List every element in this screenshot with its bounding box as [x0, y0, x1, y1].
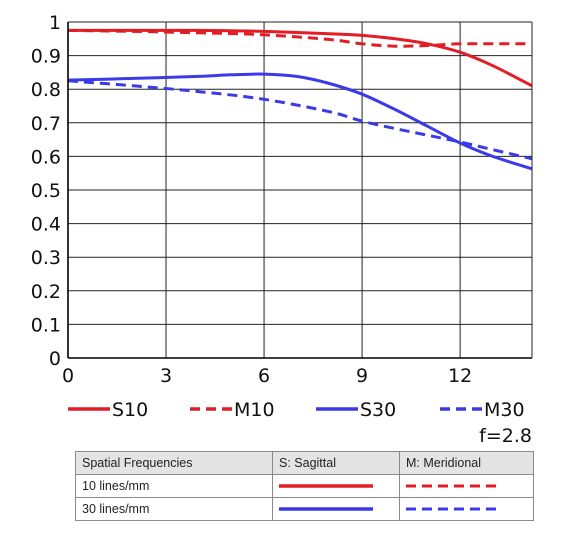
y-tick-label: 0.5 — [31, 180, 61, 202]
legend-label-s10: S10 — [112, 399, 148, 421]
row-10-sagittal-sample — [272, 474, 400, 498]
y-tick-label: 1 — [49, 12, 61, 34]
mtf-chart: 0 0.1 0.2 0.3 0.4 0.5 0.6 0.7 0.8 0.9 1 0 3 6 9 12 S10 M… — [31, 12, 533, 447]
series-line-s10 — [68, 28, 533, 88]
series-line-s30 — [67, 72, 533, 171]
x-tick-label: 0 — [62, 365, 74, 387]
row-10-meridional-sample — [399, 474, 534, 498]
row-30-sagittal-sample — [272, 497, 400, 521]
y-tick-label: 0.2 — [31, 281, 61, 303]
table-row: 10 lines/mm — [75, 474, 534, 498]
y-tick-label: 0.6 — [31, 146, 61, 168]
chart-axes: 0 0.1 0.2 0.3 0.4 0.5 0.6 0.7 0.8 0.9 1 0 3 6 9 12 — [31, 12, 533, 387]
legend-label-m10: M10 — [234, 399, 275, 421]
x-tick-label: 3 — [160, 365, 172, 387]
y-tick-label: 0.7 — [31, 113, 61, 135]
y-tick-label: 0.3 — [31, 247, 61, 269]
chart-legend: S10 M10 S30 M30 — [68, 399, 525, 421]
y-tick-label: 0.8 — [31, 79, 61, 101]
chart-grid — [68, 21, 532, 358]
legend-label-m30: M30 — [484, 399, 525, 421]
y-tick-label: 0 — [49, 348, 61, 370]
x-tick-label: 12 — [448, 365, 472, 387]
series-line-m10 — [67, 28, 532, 48]
row-label-30: 30 lines/mm — [75, 497, 273, 521]
header-meridional: M: Meridional — [399, 451, 534, 475]
aperture-label: f=2.8 — [479, 425, 532, 447]
y-tick-label: 0.9 — [31, 46, 61, 68]
table-row: 30 lines/mm — [75, 497, 534, 521]
row-30-meridional-sample — [399, 497, 534, 521]
row-label-10: 10 lines/mm — [75, 474, 273, 498]
legend-label-s30: S30 — [360, 399, 396, 421]
series-line-m30 — [67, 79, 533, 161]
table-header-row: Spatial Frequencies S: Sagittal M: Merid… — [75, 451, 534, 475]
y-tick-label: 0.1 — [31, 314, 61, 336]
header-spatial-frequencies: Spatial Frequencies — [75, 451, 273, 475]
x-tick-label: 6 — [258, 365, 270, 387]
x-tick-label: 9 — [356, 365, 368, 387]
frequency-legend-table: Spatial Frequencies S: Sagittal M: Merid… — [75, 451, 534, 521]
chart-series — [67, 28, 533, 171]
header-sagittal: S: Sagittal — [272, 451, 400, 475]
y-tick-label: 0.4 — [31, 214, 61, 236]
